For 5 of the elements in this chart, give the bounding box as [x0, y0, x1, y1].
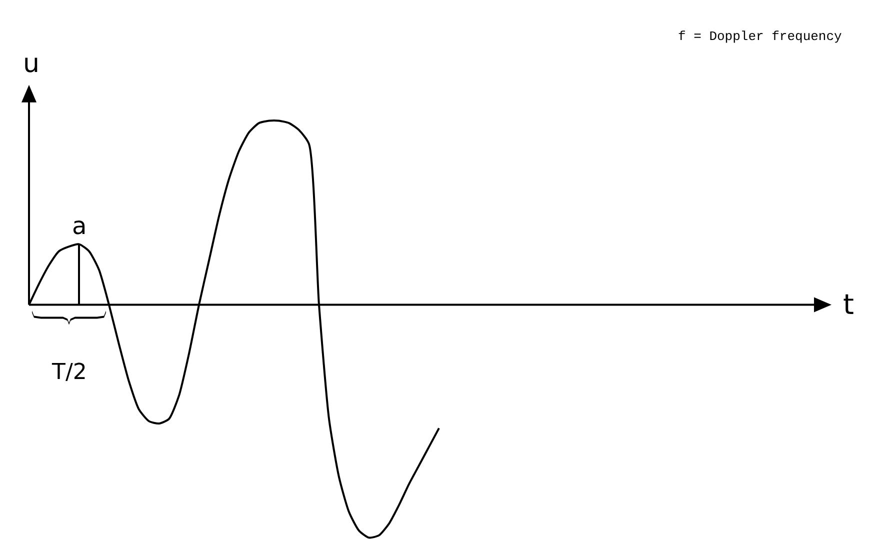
annotation: T/2	[51, 360, 87, 385]
text: t	[843, 288, 854, 321]
annotation: a	[72, 212, 87, 240]
text: f = Doppler frequency	[678, 29, 842, 44]
y-axis-title: u	[23, 49, 40, 79]
